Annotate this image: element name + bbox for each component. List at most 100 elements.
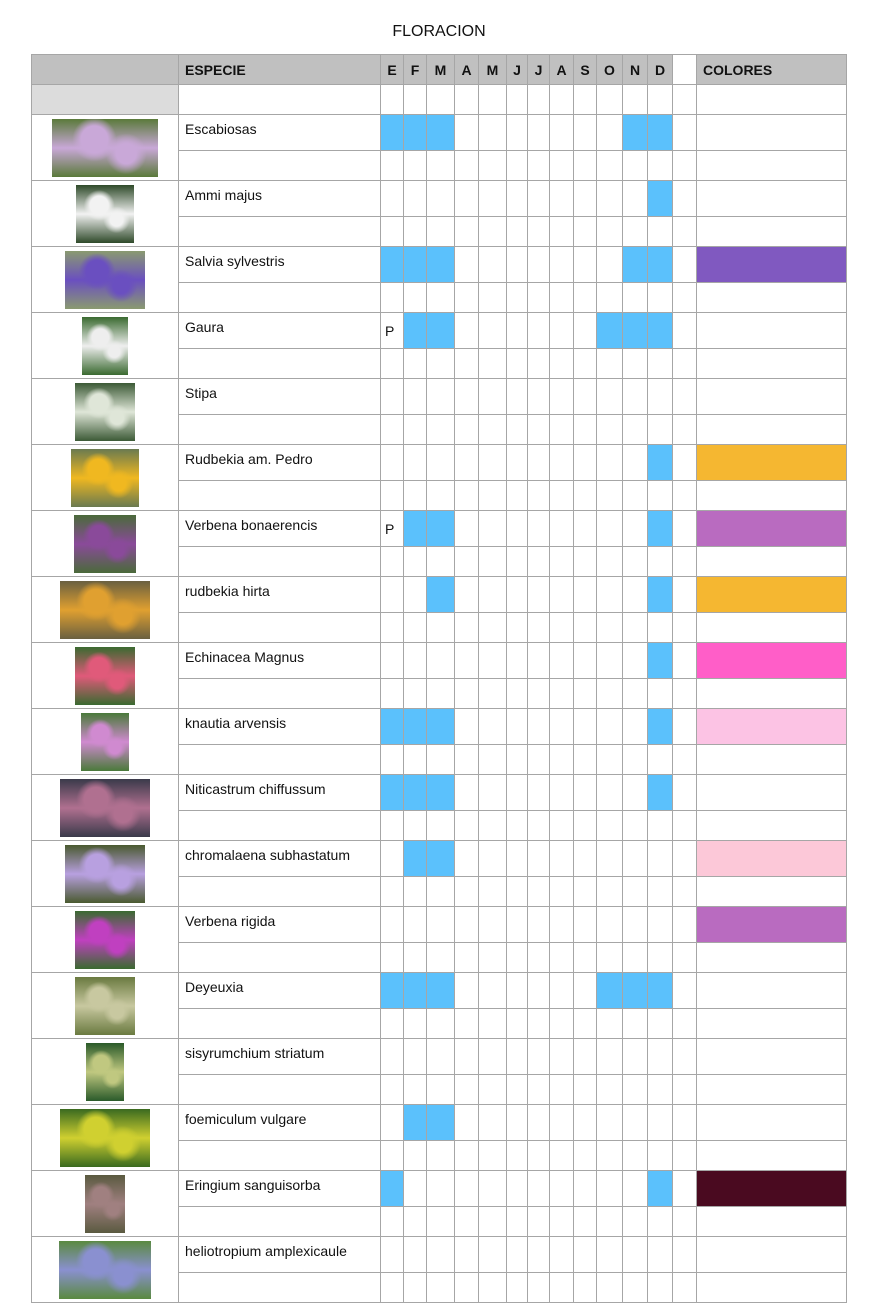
month-cell: [478, 642, 507, 679]
empty-cell: [380, 1074, 404, 1105]
month-cell: [403, 642, 427, 679]
empty-cell: [549, 876, 574, 907]
empty-cell: [178, 612, 381, 643]
empty-cell: [596, 348, 623, 379]
empty-cell: [454, 1140, 479, 1171]
month-cell: [622, 378, 648, 415]
empty-cell: [178, 678, 381, 709]
month-cell: [454, 576, 479, 613]
month-cell: [403, 378, 427, 415]
month-cell: [549, 1236, 574, 1273]
blank-cell: [506, 84, 528, 115]
spacer-cell: [672, 180, 697, 217]
empty-cell: [696, 942, 847, 973]
empty-cell: [622, 282, 648, 313]
species-name: Niticastrum chiffussum: [178, 774, 381, 811]
month-cell: [478, 972, 507, 1009]
empty-cell: [647, 612, 673, 643]
empty-cell: [696, 876, 847, 907]
month-cell: [380, 1170, 404, 1207]
species-name: Gaura: [178, 312, 381, 349]
empty-cell: [696, 546, 847, 577]
species-subrow: [32, 282, 847, 313]
empty-cell: [596, 1140, 623, 1171]
month-mark: P: [380, 312, 404, 349]
species-row: chromalaena subhastatum: [31, 840, 847, 907]
empty-cell: [454, 150, 479, 181]
empty-cell: [596, 480, 623, 511]
species-subrow: [32, 1008, 847, 1039]
empty-cell: [506, 876, 528, 907]
species-image-cell: [31, 1038, 179, 1105]
species-image-cell: [31, 1104, 179, 1171]
month-cell: [426, 972, 455, 1009]
month-cell: [596, 840, 623, 877]
month-cell: [596, 1038, 623, 1075]
month-cell: [506, 510, 528, 547]
empty-cell: [178, 876, 381, 907]
empty-cell: [549, 348, 574, 379]
species-subrow: [32, 942, 847, 973]
month-cell: [647, 1170, 673, 1207]
empty-cell: [696, 348, 847, 379]
empty-cell: [426, 1008, 455, 1039]
blank-cell: [696, 84, 847, 115]
empty-cell: [478, 1140, 507, 1171]
month-cell: [426, 1104, 455, 1141]
color-swatch: [696, 1038, 847, 1075]
month-cell: [478, 840, 507, 877]
blank-cell: [31, 84, 179, 115]
empty-cell: [549, 1008, 574, 1039]
month-cell: [647, 180, 673, 217]
month-cell: [403, 906, 427, 943]
blank-row: [31, 84, 847, 115]
empty-cell: [380, 480, 404, 511]
spacer-cell: [672, 906, 697, 943]
month-cell: [527, 444, 550, 481]
empty-cell: [380, 546, 404, 577]
month-cell: [622, 1104, 648, 1141]
color-swatch: [696, 378, 847, 415]
species-name: Rudbekia am. Pedro: [178, 444, 381, 481]
month-cell: [403, 114, 427, 151]
empty-cell: [380, 348, 404, 379]
species-name: Stipa: [178, 378, 381, 415]
month-cell: [506, 840, 528, 877]
empty-cell: [403, 876, 427, 907]
header-species: ESPECIE: [178, 54, 381, 85]
empty-cell: [549, 150, 574, 181]
month-cell: [403, 972, 427, 1009]
species-subrow: [32, 678, 847, 709]
empty-cell: [454, 216, 479, 247]
month-cell: [426, 576, 455, 613]
empty-cell: [478, 348, 507, 379]
plant-photo: [52, 118, 158, 177]
plant-photo: [60, 1108, 150, 1167]
species-row: heliotropium amplexicaule: [31, 1236, 847, 1303]
spacer-cell: [672, 510, 697, 547]
empty-cell: [622, 348, 648, 379]
month-header: A: [549, 54, 574, 85]
plant-photo: [81, 712, 129, 771]
month-cell: [573, 708, 597, 745]
empty-cell: [454, 1074, 479, 1105]
month-cell: [426, 444, 455, 481]
month-cell: [454, 510, 479, 547]
month-cell: [454, 840, 479, 877]
empty-cell: [426, 546, 455, 577]
month-cell: [506, 444, 528, 481]
empty-cell: [696, 744, 847, 775]
month-cell: [478, 246, 507, 283]
empty-cell: [380, 810, 404, 841]
month-cell: [506, 1236, 528, 1273]
empty-cell: [178, 1074, 381, 1105]
empty-cell: [178, 1272, 381, 1303]
month-cell: [426, 1038, 455, 1075]
empty-cell: [380, 1272, 404, 1303]
empty-cell: [426, 942, 455, 973]
month-cell: [647, 972, 673, 1009]
month-cell: [478, 1104, 507, 1141]
month-cell: [478, 774, 507, 811]
month-cell: [478, 444, 507, 481]
empty-cell: [672, 744, 697, 775]
